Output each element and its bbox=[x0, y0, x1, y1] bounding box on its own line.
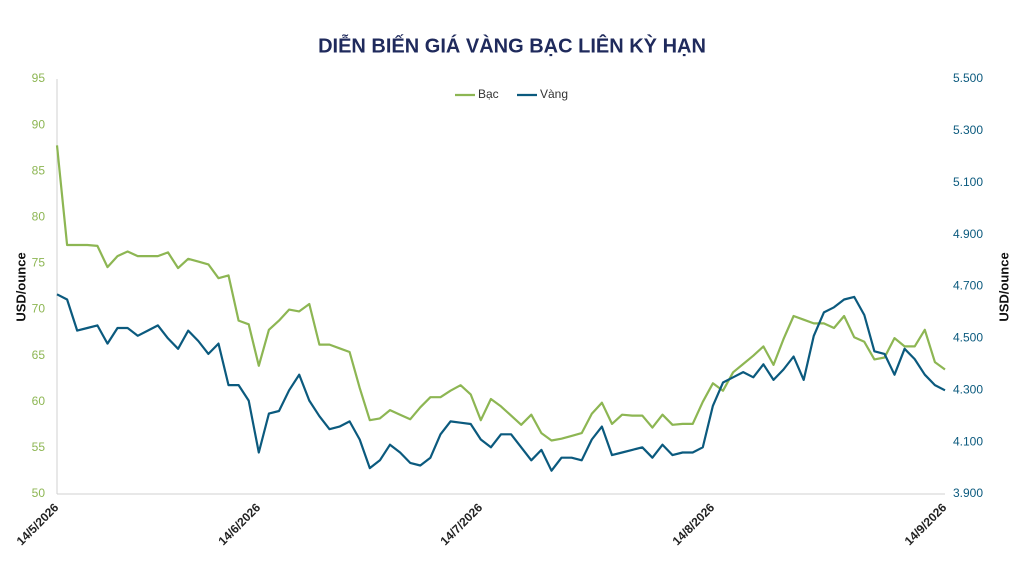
x-tick-label: 14/5/2026 bbox=[14, 500, 62, 548]
y2-tick-label: 4.500 bbox=[953, 331, 983, 345]
x-tick-label: 14/6/2026 bbox=[216, 500, 264, 548]
y-tick-label: 80 bbox=[32, 210, 46, 224]
x-tick-label: 14/8/2026 bbox=[670, 500, 718, 548]
y2-axis-label: USD/ounce bbox=[996, 252, 1011, 321]
y2-tick-label: 3.900 bbox=[953, 486, 983, 500]
x-tick-label: 14/7/2026 bbox=[438, 500, 486, 548]
chart-title: DIỄN BIẾN GIÁ VÀNG BẠC LIÊN KỲ HẠN bbox=[318, 33, 706, 57]
y-tick-label: 85 bbox=[32, 163, 46, 177]
y-tick-label: 55 bbox=[32, 440, 46, 454]
legend-label: Bạc bbox=[478, 87, 499, 101]
y-tick-label: 90 bbox=[32, 117, 46, 131]
y2-tick-label: 4.900 bbox=[953, 227, 983, 241]
x-tick-label: 14/9/2026 bbox=[902, 500, 950, 548]
y-tick-label: 65 bbox=[32, 348, 46, 362]
y-tick-label: 75 bbox=[32, 256, 46, 270]
y-axis-label: USD/ounce bbox=[13, 252, 28, 321]
y-tick-label: 95 bbox=[32, 71, 46, 85]
y-tick-label: 60 bbox=[32, 394, 46, 408]
legend-label: Vàng bbox=[540, 87, 568, 101]
y2-tick-label: 4.300 bbox=[953, 382, 983, 396]
y2-tick-label: 4.700 bbox=[953, 279, 983, 293]
y-tick-label: 70 bbox=[32, 302, 46, 316]
y2-tick-label: 5.300 bbox=[953, 123, 983, 137]
y2-tick-label: 5.100 bbox=[953, 175, 983, 189]
y2-tick-label: 4.100 bbox=[953, 434, 983, 448]
series-line bbox=[56, 293, 946, 472]
series-line bbox=[55, 145, 946, 442]
y2-tick-label: 5.500 bbox=[953, 71, 983, 85]
y-tick-label: 50 bbox=[32, 486, 46, 500]
